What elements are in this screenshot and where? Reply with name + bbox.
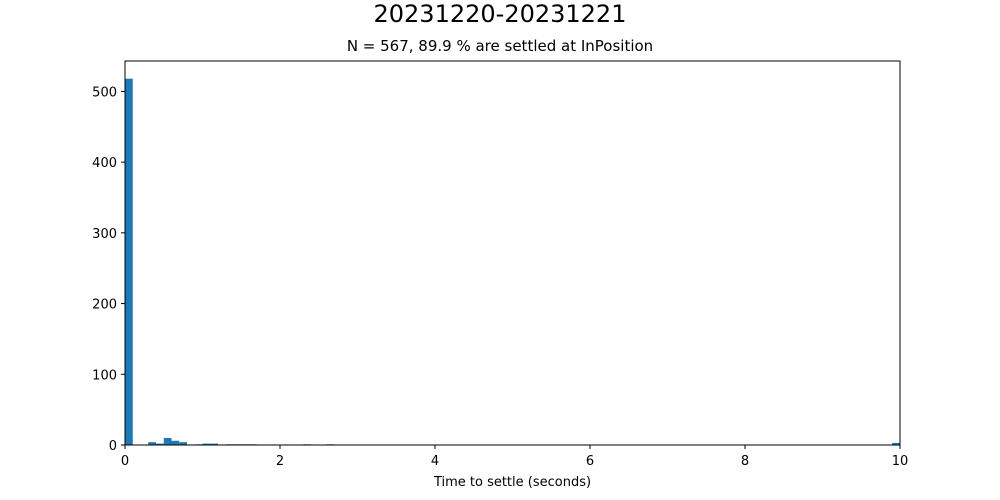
- histogram-bar-0: [125, 78, 133, 445]
- histogram-bar-4: [171, 440, 180, 445]
- y-tick-label-3: 300: [92, 227, 117, 242]
- x-tick-label-2: 4: [431, 454, 439, 469]
- x-tick-label-0: 0: [121, 454, 129, 469]
- x-axis-label: Time to settle (seconds): [433, 475, 591, 490]
- y-tick-label-5: 500: [92, 85, 117, 100]
- plot-frame: [124, 60, 901, 446]
- y-axis-ticks: 0 100 200 300 400 500: [92, 85, 125, 454]
- histogram-bar-7: [202, 443, 211, 445]
- histogram-bar-15: [892, 442, 900, 445]
- x-axis-ticks: 0 2 4 6 8 10: [121, 445, 908, 469]
- y-tick-label-1: 100: [92, 368, 117, 383]
- histogram-bar-3: [163, 437, 172, 445]
- histogram-bars: [125, 78, 900, 445]
- histogram-bar-8: [210, 443, 218, 445]
- y-tick-label-0: 0: [109, 439, 117, 454]
- x-tick-label-4: 8: [741, 454, 749, 469]
- histogram-bar-5: [179, 442, 187, 445]
- x-tick-label-1: 2: [276, 454, 284, 469]
- y-tick-label-2: 200: [92, 298, 117, 313]
- chart-title: 20231220-20231221: [373, 0, 627, 28]
- chart-subtitle: N = 567, 89.9 % are settled at InPositio…: [346, 37, 654, 55]
- x-tick-label-5: 10: [892, 454, 909, 469]
- histogram-bar-1: [148, 442, 156, 445]
- histogram-bar-2: [156, 443, 164, 445]
- x-tick-label-3: 6: [586, 454, 594, 469]
- y-tick-label-4: 400: [92, 156, 117, 171]
